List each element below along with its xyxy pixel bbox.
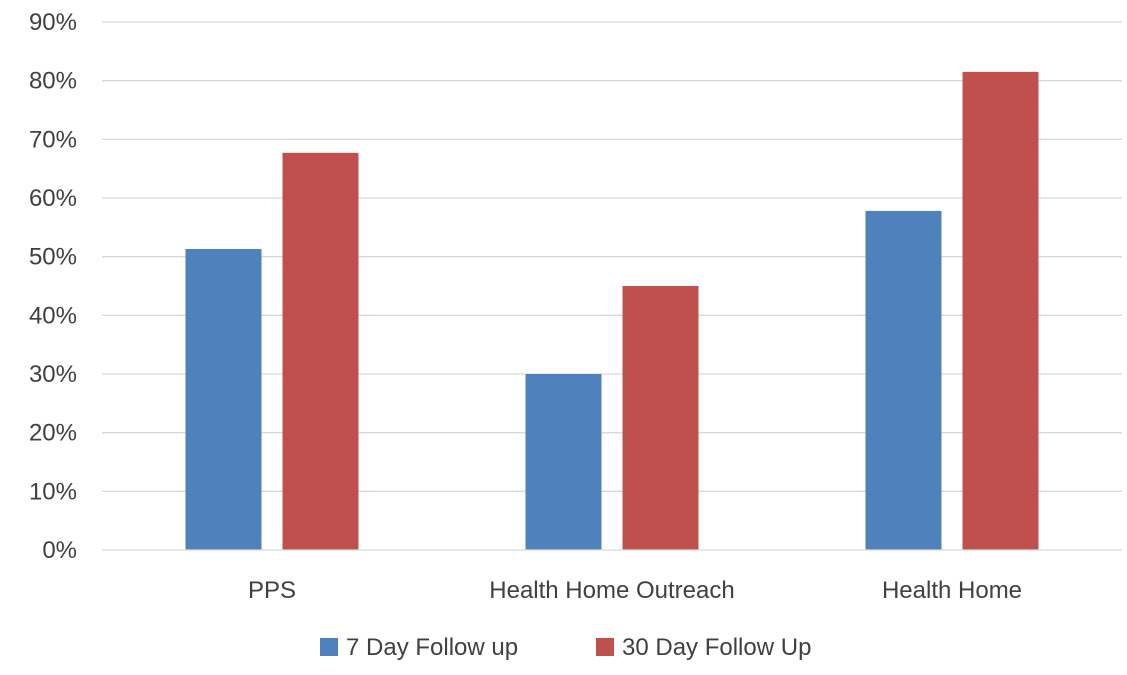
- bar-30-day-health-home-outreach: [622, 286, 699, 550]
- legend-swatch-30-day: [596, 638, 614, 656]
- bar-30-day-health-home: [962, 71, 1039, 550]
- y-tick-label: 20%: [29, 420, 77, 447]
- gridlines: [102, 21, 1122, 492]
- y-tick-label: 70%: [29, 126, 77, 153]
- x-category-label: PPS: [248, 577, 296, 604]
- legend: 7 Day Follow up 30 Day Follow Up: [320, 634, 811, 661]
- bar-7-day-health-home: [865, 210, 942, 550]
- legend-label-30-day: 30 Day Follow Up: [622, 634, 811, 661]
- y-tick-label: 30%: [29, 361, 77, 388]
- x-category-label: Health Home: [882, 577, 1022, 604]
- y-tick-label: 90%: [29, 9, 77, 36]
- legend-label-7-day: 7 Day Follow up: [346, 634, 518, 661]
- y-tick-label: 60%: [29, 185, 77, 212]
- bar-7-day-pps: [185, 249, 262, 551]
- x-axis-category-labels: PPS Health Home Outreach Health Home: [248, 577, 1022, 604]
- y-tick-label: 80%: [29, 68, 77, 95]
- bars: [185, 71, 1039, 551]
- y-tick-label: 0%: [42, 537, 77, 564]
- bar-30-day-pps: [282, 152, 359, 550]
- y-tick-label: 50%: [29, 244, 77, 271]
- x-category-label: Health Home Outreach: [489, 577, 734, 604]
- y-tick-label: 10%: [29, 478, 77, 505]
- y-tick-label: 40%: [29, 302, 77, 329]
- bar-7-day-health-home-outreach: [525, 374, 602, 550]
- legend-swatch-7-day: [320, 638, 338, 656]
- y-axis-tick-labels: 0% 10% 20% 30% 40% 50% 60% 70% 80% 90%: [29, 9, 77, 564]
